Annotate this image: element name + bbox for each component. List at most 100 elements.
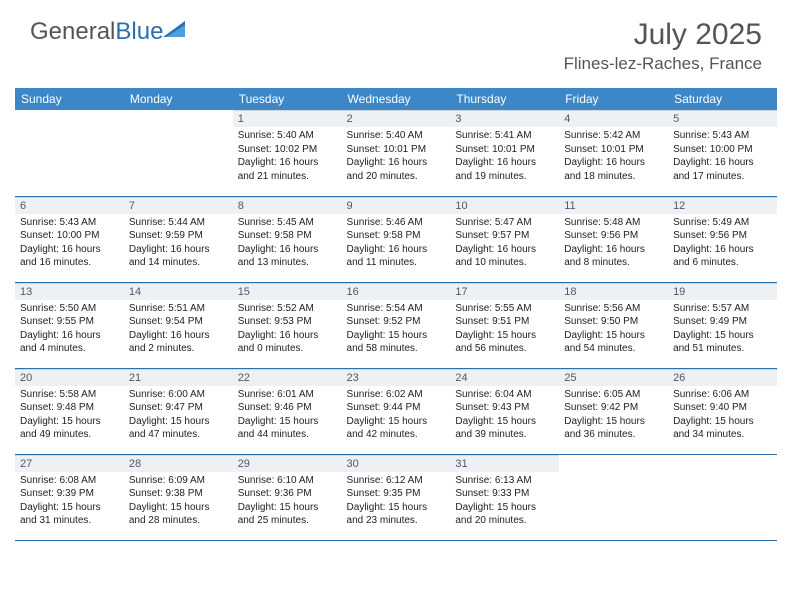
calendar-body: 1Sunrise: 5:40 AMSunset: 10:02 PMDayligh… (15, 110, 777, 540)
day-number: 31 (450, 455, 559, 472)
day-text: Sunrise: 6:02 AMSunset: 9:44 PMDaylight:… (342, 386, 451, 446)
month-title: July 2025 (564, 18, 762, 52)
logo-part1: General (30, 18, 115, 45)
day-number: 10 (450, 197, 559, 214)
day-cell: 23Sunrise: 6:02 AMSunset: 9:44 PMDayligh… (342, 368, 451, 454)
day-header: Wednesday (342, 88, 451, 110)
day-text: Sunrise: 6:13 AMSunset: 9:33 PMDaylight:… (450, 472, 559, 532)
day-text: Sunrise: 5:55 AMSunset: 9:51 PMDaylight:… (450, 300, 559, 360)
day-cell: 7Sunrise: 5:44 AMSunset: 9:59 PMDaylight… (124, 196, 233, 282)
logo: GeneralBlue (30, 18, 189, 46)
header: GeneralBlue July 2025 Flines-lez-Raches,… (0, 0, 792, 82)
day-cell: 25Sunrise: 6:05 AMSunset: 9:42 PMDayligh… (559, 368, 668, 454)
day-text: Sunrise: 5:42 AMSunset: 10:01 PMDaylight… (559, 127, 668, 187)
day-number: 29 (233, 455, 342, 472)
day-text: Sunrise: 5:40 AMSunset: 10:02 PMDaylight… (233, 127, 342, 187)
day-text: Sunrise: 5:54 AMSunset: 9:52 PMDaylight:… (342, 300, 451, 360)
day-number: 5 (668, 110, 777, 127)
day-number: 26 (668, 369, 777, 386)
day-cell: 18Sunrise: 5:56 AMSunset: 9:50 PMDayligh… (559, 282, 668, 368)
day-text: Sunrise: 5:41 AMSunset: 10:01 PMDaylight… (450, 127, 559, 187)
day-cell: 31Sunrise: 6:13 AMSunset: 9:33 PMDayligh… (450, 454, 559, 540)
day-number: 6 (15, 197, 124, 214)
day-cell (15, 110, 124, 196)
day-number: 3 (450, 110, 559, 127)
day-text: Sunrise: 5:45 AMSunset: 9:58 PMDaylight:… (233, 214, 342, 274)
day-cell: 8Sunrise: 5:45 AMSunset: 9:58 PMDaylight… (233, 196, 342, 282)
day-cell: 3Sunrise: 5:41 AMSunset: 10:01 PMDayligh… (450, 110, 559, 196)
day-cell: 15Sunrise: 5:52 AMSunset: 9:53 PMDayligh… (233, 282, 342, 368)
day-header: Tuesday (233, 88, 342, 110)
week-row: 6Sunrise: 5:43 AMSunset: 10:00 PMDayligh… (15, 196, 777, 282)
day-cell: 21Sunrise: 6:00 AMSunset: 9:47 PMDayligh… (124, 368, 233, 454)
day-cell: 30Sunrise: 6:12 AMSunset: 9:35 PMDayligh… (342, 454, 451, 540)
day-number: 4 (559, 110, 668, 127)
day-number: 18 (559, 283, 668, 300)
day-text: Sunrise: 6:09 AMSunset: 9:38 PMDaylight:… (124, 472, 233, 532)
day-text: Sunrise: 5:43 AMSunset: 10:00 PMDaylight… (15, 214, 124, 274)
day-cell: 1Sunrise: 5:40 AMSunset: 10:02 PMDayligh… (233, 110, 342, 196)
day-text: Sunrise: 5:47 AMSunset: 9:57 PMDaylight:… (450, 214, 559, 274)
day-text: Sunrise: 5:52 AMSunset: 9:53 PMDaylight:… (233, 300, 342, 360)
day-text: Sunrise: 6:04 AMSunset: 9:43 PMDaylight:… (450, 386, 559, 446)
day-text: Sunrise: 6:10 AMSunset: 9:36 PMDaylight:… (233, 472, 342, 532)
day-text: Sunrise: 5:57 AMSunset: 9:49 PMDaylight:… (668, 300, 777, 360)
day-header: Saturday (668, 88, 777, 110)
day-number: 21 (124, 369, 233, 386)
day-text: Sunrise: 5:49 AMSunset: 9:56 PMDaylight:… (668, 214, 777, 274)
day-number: 12 (668, 197, 777, 214)
week-row: 27Sunrise: 6:08 AMSunset: 9:39 PMDayligh… (15, 454, 777, 540)
day-number: 19 (668, 283, 777, 300)
day-text: Sunrise: 6:12 AMSunset: 9:35 PMDaylight:… (342, 472, 451, 532)
day-text: Sunrise: 5:56 AMSunset: 9:50 PMDaylight:… (559, 300, 668, 360)
day-text: Sunrise: 6:06 AMSunset: 9:40 PMDaylight:… (668, 386, 777, 446)
day-cell: 6Sunrise: 5:43 AMSunset: 10:00 PMDayligh… (15, 196, 124, 282)
day-text: Sunrise: 5:58 AMSunset: 9:48 PMDaylight:… (15, 386, 124, 446)
day-number: 7 (124, 197, 233, 214)
day-cell: 12Sunrise: 5:49 AMSunset: 9:56 PMDayligh… (668, 196, 777, 282)
day-cell: 29Sunrise: 6:10 AMSunset: 9:36 PMDayligh… (233, 454, 342, 540)
location: Flines-lez-Raches, France (564, 54, 762, 74)
day-number: 9 (342, 197, 451, 214)
day-number: 28 (124, 455, 233, 472)
day-cell (668, 454, 777, 540)
day-header: Monday (124, 88, 233, 110)
day-cell: 24Sunrise: 6:04 AMSunset: 9:43 PMDayligh… (450, 368, 559, 454)
day-text: Sunrise: 5:40 AMSunset: 10:01 PMDaylight… (342, 127, 451, 187)
day-number: 13 (15, 283, 124, 300)
day-number: 23 (342, 369, 451, 386)
day-number: 2 (342, 110, 451, 127)
day-header: Thursday (450, 88, 559, 110)
day-cell: 22Sunrise: 6:01 AMSunset: 9:46 PMDayligh… (233, 368, 342, 454)
day-number: 11 (559, 197, 668, 214)
day-number: 27 (15, 455, 124, 472)
day-text: Sunrise: 6:01 AMSunset: 9:46 PMDaylight:… (233, 386, 342, 446)
day-cell: 27Sunrise: 6:08 AMSunset: 9:39 PMDayligh… (15, 454, 124, 540)
day-number: 17 (450, 283, 559, 300)
day-cell (124, 110, 233, 196)
week-row: 20Sunrise: 5:58 AMSunset: 9:48 PMDayligh… (15, 368, 777, 454)
logo-part2: Blue (115, 18, 163, 45)
week-row: 1Sunrise: 5:40 AMSunset: 10:02 PMDayligh… (15, 110, 777, 196)
day-text: Sunrise: 5:50 AMSunset: 9:55 PMDaylight:… (15, 300, 124, 360)
day-cell: 5Sunrise: 5:43 AMSunset: 10:00 PMDayligh… (668, 110, 777, 196)
week-row: 13Sunrise: 5:50 AMSunset: 9:55 PMDayligh… (15, 282, 777, 368)
day-text: Sunrise: 6:05 AMSunset: 9:42 PMDaylight:… (559, 386, 668, 446)
day-cell: 17Sunrise: 5:55 AMSunset: 9:51 PMDayligh… (450, 282, 559, 368)
day-text: Sunrise: 5:44 AMSunset: 9:59 PMDaylight:… (124, 214, 233, 274)
day-cell: 11Sunrise: 5:48 AMSunset: 9:56 PMDayligh… (559, 196, 668, 282)
day-text: Sunrise: 6:00 AMSunset: 9:47 PMDaylight:… (124, 386, 233, 446)
day-text: Sunrise: 6:08 AMSunset: 9:39 PMDaylight:… (15, 472, 124, 532)
day-cell: 14Sunrise: 5:51 AMSunset: 9:54 PMDayligh… (124, 282, 233, 368)
day-number: 14 (124, 283, 233, 300)
day-number: 1 (233, 110, 342, 127)
day-cell: 9Sunrise: 5:46 AMSunset: 9:58 PMDaylight… (342, 196, 451, 282)
day-number: 8 (233, 197, 342, 214)
day-text: Sunrise: 5:46 AMSunset: 9:58 PMDaylight:… (342, 214, 451, 274)
day-number: 16 (342, 283, 451, 300)
day-number: 24 (450, 369, 559, 386)
day-text: Sunrise: 5:48 AMSunset: 9:56 PMDaylight:… (559, 214, 668, 274)
day-header: Friday (559, 88, 668, 110)
day-text: Sunrise: 5:43 AMSunset: 10:00 PMDaylight… (668, 127, 777, 187)
day-number: 20 (15, 369, 124, 386)
